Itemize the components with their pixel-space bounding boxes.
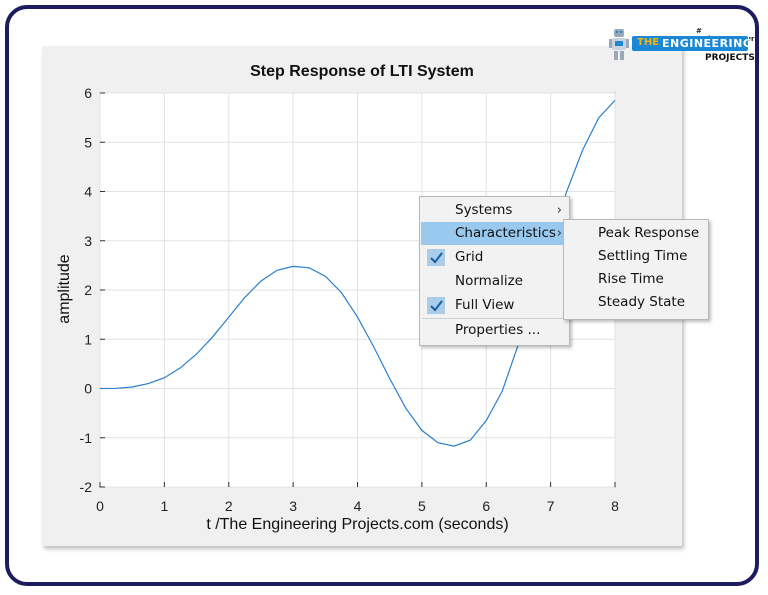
x-tick-label: 0 bbox=[96, 498, 104, 514]
characteristics-submenu: Peak Response Settling Time Rise Time St… bbox=[563, 219, 709, 320]
outer-frame bbox=[5, 5, 759, 586]
y-axis-label: amplitude bbox=[56, 254, 73, 324]
robot-logo-icon bbox=[609, 29, 629, 60]
submenu-item-rise-time[interactable]: Rise Time bbox=[565, 268, 707, 291]
menu-item-systems[interactable]: Systems › bbox=[421, 199, 568, 222]
logo-bar: THE ENGINEERING bbox=[632, 36, 752, 51]
tick-labels: 0 1 2 3 4 5 6 7 8 -2 -1 0 1 2 3 4 5 6 bbox=[80, 85, 620, 514]
logo-engineering: ENGINEERING bbox=[662, 37, 753, 50]
menu-item-normalize[interactable]: Normalize bbox=[421, 270, 568, 293]
x-tick-label: 2 bbox=[225, 498, 233, 514]
submenu-item-label: Peak Response bbox=[598, 225, 700, 241]
y-tick-label: 6 bbox=[84, 85, 92, 101]
grid-lines bbox=[99, 92, 616, 488]
menu-item-grid[interactable]: Grid bbox=[421, 246, 568, 269]
x-axis-label: t /The Engineering Projects.com (seconds… bbox=[206, 516, 509, 533]
y-tick-label: -2 bbox=[80, 479, 93, 495]
chevron-right-icon: › bbox=[556, 226, 562, 241]
x-tick-label: 7 bbox=[547, 498, 555, 514]
logo-the: THE bbox=[637, 37, 660, 48]
menu-separator bbox=[422, 318, 567, 319]
x-tick-label: 5 bbox=[418, 498, 426, 514]
y-tick-label: 3 bbox=[84, 233, 92, 249]
engineering-projects-logo: # technopreneur THE ENGINEERING PROJECTS bbox=[604, 27, 755, 67]
menu-item-full-view[interactable]: Full View bbox=[421, 294, 568, 317]
menu-item-label: Characteristics bbox=[455, 225, 556, 241]
x-tick-label: 1 bbox=[160, 498, 168, 514]
x-tick-label: 3 bbox=[289, 498, 297, 514]
menu-item-label: Properties ... bbox=[455, 322, 541, 338]
submenu-item-settling-time[interactable]: Settling Time bbox=[565, 245, 707, 268]
y-tick-label: 5 bbox=[84, 134, 92, 150]
y-tick-label: 4 bbox=[84, 184, 92, 200]
menu-item-properties[interactable]: Properties ... bbox=[421, 319, 568, 342]
x-tick-label: 8 bbox=[611, 498, 619, 514]
menu-item-label: Grid bbox=[455, 249, 484, 265]
y-tick-label: 2 bbox=[84, 282, 92, 298]
menu-item-label: Normalize bbox=[455, 273, 523, 289]
submenu-item-label: Steady State bbox=[598, 294, 686, 310]
logo-projects: PROJECTS bbox=[705, 53, 755, 63]
submenu-item-label: Rise Time bbox=[598, 271, 664, 287]
submenu-item-label: Settling Time bbox=[598, 248, 688, 264]
submenu-item-peak-response[interactable]: Peak Response bbox=[565, 222, 707, 245]
checkmark-icon bbox=[427, 297, 445, 314]
menu-item-characteristics[interactable]: Characteristics › bbox=[421, 222, 568, 245]
chart-title: Step Response of LTI System bbox=[250, 63, 474, 80]
y-tick-label: -1 bbox=[80, 430, 93, 446]
y-tick-label: 1 bbox=[84, 331, 92, 347]
checkmark-icon bbox=[427, 249, 445, 266]
context-menu: Systems › Characteristics › Grid Normali… bbox=[419, 196, 570, 346]
x-tick-label: 4 bbox=[354, 498, 362, 514]
menu-item-label: Systems bbox=[455, 202, 513, 218]
y-tick-label: 0 bbox=[84, 381, 92, 397]
submenu-item-steady-state[interactable]: Steady State bbox=[565, 291, 707, 314]
menu-item-label: Full View bbox=[455, 297, 515, 313]
chevron-right-icon: › bbox=[556, 203, 562, 218]
x-tick-label: 6 bbox=[482, 498, 490, 514]
